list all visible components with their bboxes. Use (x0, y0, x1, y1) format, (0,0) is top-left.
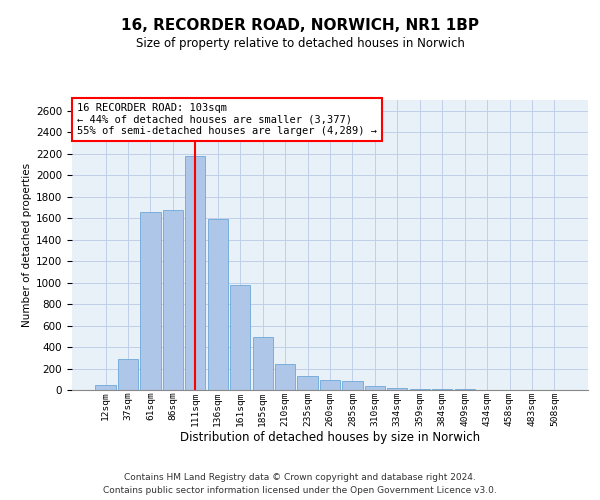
Bar (455, 388, 475, 390)
Bar (95, 384, 116, 390)
Bar (163, 210, 183, 390)
Bar (185, 156, 205, 390)
Text: 16, RECORDER ROAD, NORWICH, NR1 1BP: 16, RECORDER ROAD, NORWICH, NR1 1BP (121, 18, 479, 32)
Text: 16 RECORDER ROAD: 103sqm
← 44% of detached houses are smaller (3,377)
55% of sem: 16 RECORDER ROAD: 103sqm ← 44% of detach… (77, 103, 377, 136)
Bar (343, 381, 362, 390)
Text: Contains HM Land Registry data © Crown copyright and database right 2024.: Contains HM Land Registry data © Crown c… (124, 474, 476, 482)
Bar (253, 338, 273, 390)
Bar (118, 359, 138, 390)
X-axis label: Distribution of detached houses by size in Norwich: Distribution of detached houses by size … (180, 432, 480, 444)
Bar (230, 286, 250, 390)
Bar (208, 219, 228, 390)
Text: Contains public sector information licensed under the Open Government Licence v3: Contains public sector information licen… (103, 486, 497, 495)
Bar (298, 376, 317, 390)
Text: Size of property relative to detached houses in Norwich: Size of property relative to detached ho… (136, 38, 464, 51)
Bar (140, 212, 161, 390)
Bar (365, 386, 385, 390)
Y-axis label: Number of detached properties: Number of detached properties (22, 163, 32, 327)
Bar (387, 388, 407, 390)
Bar (320, 380, 340, 390)
Bar (410, 388, 430, 390)
Bar (275, 364, 295, 390)
